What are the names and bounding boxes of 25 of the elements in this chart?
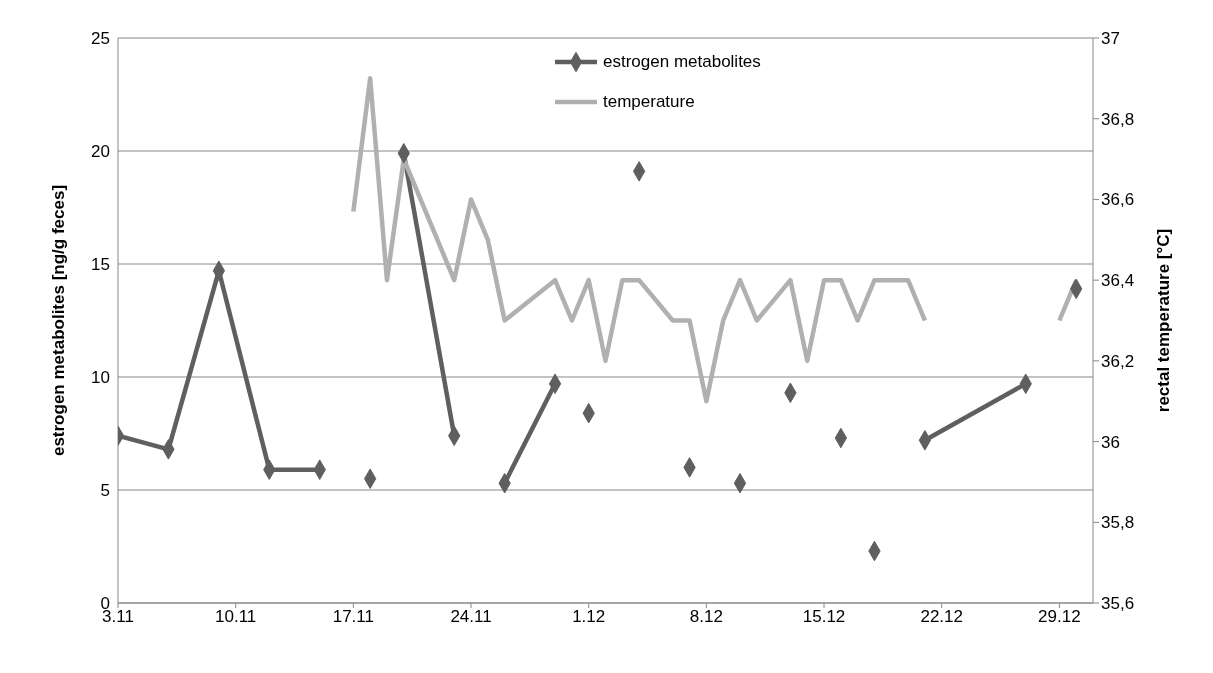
y-tick-label: 5 xyxy=(100,481,110,501)
y-tick-label: 10 xyxy=(91,368,110,388)
y-tick-label: 15 xyxy=(91,255,110,275)
y2-tick-label: 36 xyxy=(1101,432,1120,452)
y-tick-label: 20 xyxy=(91,142,110,162)
x-tick-label: 10.11 xyxy=(215,607,257,627)
y2-tick-label: 35,6 xyxy=(1101,594,1135,614)
x-tick-label: 22.12 xyxy=(920,607,963,627)
x-tick-label: 15.12 xyxy=(802,607,846,627)
y-axis-title: estrogen metabolites [ng/g feces] xyxy=(49,184,69,457)
x-tick-label: 29.12 xyxy=(1038,607,1081,627)
x-tick-label: 8.12 xyxy=(689,607,723,627)
x-tick-label: 17.11 xyxy=(332,607,374,627)
x-tick-label: 1.12 xyxy=(572,607,606,627)
y2-tick-label: 36,6 xyxy=(1101,190,1135,210)
legend-label: estrogen metabolites xyxy=(603,52,761,72)
y2-tick-label: 35,8 xyxy=(1101,513,1135,533)
y2-tick-label: 36,4 xyxy=(1101,271,1135,291)
y-tick-label: 25 xyxy=(91,29,110,49)
y2-tick-label: 36,2 xyxy=(1101,351,1135,371)
y2-axis-title: rectal temperature [°C] xyxy=(1154,228,1174,413)
y2-tick-label: 37 xyxy=(1101,29,1120,49)
y2-tick-label: 36,8 xyxy=(1101,109,1135,129)
legend-label: temperature xyxy=(603,92,695,112)
x-tick-label: 24.11 xyxy=(450,607,492,627)
